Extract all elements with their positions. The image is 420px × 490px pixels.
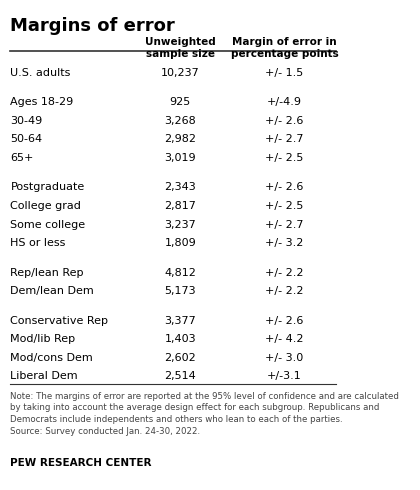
Text: 5,173: 5,173: [165, 286, 196, 296]
Text: 2,343: 2,343: [165, 182, 196, 192]
Text: Liberal Dem: Liberal Dem: [10, 371, 78, 381]
Text: +/-3.1: +/-3.1: [267, 371, 302, 381]
Text: HS or less: HS or less: [10, 238, 66, 248]
Text: Some college: Some college: [10, 220, 86, 229]
Text: Mod/cons Dem: Mod/cons Dem: [10, 353, 93, 363]
Text: Dem/lean Dem: Dem/lean Dem: [10, 286, 94, 296]
Text: +/- 1.5: +/- 1.5: [265, 68, 304, 77]
Text: Unweighted
sample size: Unweighted sample size: [145, 37, 216, 59]
Text: +/- 2.6: +/- 2.6: [265, 116, 304, 125]
Text: 4,812: 4,812: [164, 268, 196, 277]
Text: PEW RESEARCH CENTER: PEW RESEARCH CENTER: [10, 458, 152, 467]
Text: Postgraduate: Postgraduate: [10, 182, 85, 192]
Text: 925: 925: [170, 97, 191, 107]
Text: 50-64: 50-64: [10, 134, 42, 144]
Text: 1,403: 1,403: [165, 334, 196, 344]
Text: 3,237: 3,237: [165, 220, 196, 229]
Text: +/- 2.6: +/- 2.6: [265, 316, 304, 325]
Text: +/- 2.2: +/- 2.2: [265, 268, 304, 277]
Text: 2,817: 2,817: [164, 201, 196, 211]
Text: 3,268: 3,268: [165, 116, 196, 125]
Text: Mod/lib Rep: Mod/lib Rep: [10, 334, 76, 344]
Text: Margin of error in
percentage points: Margin of error in percentage points: [231, 37, 338, 59]
Text: 2,514: 2,514: [165, 371, 196, 381]
Text: +/- 2.6: +/- 2.6: [265, 182, 304, 192]
Text: +/- 2.7: +/- 2.7: [265, 134, 304, 144]
Text: Rep/lean Rep: Rep/lean Rep: [10, 268, 84, 277]
Text: 65+: 65+: [10, 153, 34, 163]
Text: +/- 3.0: +/- 3.0: [265, 353, 304, 363]
Text: Conservative Rep: Conservative Rep: [10, 316, 108, 325]
Text: 3,377: 3,377: [165, 316, 196, 325]
Text: U.S. adults: U.S. adults: [10, 68, 71, 77]
Text: 10,237: 10,237: [161, 68, 200, 77]
Text: +/- 2.2: +/- 2.2: [265, 286, 304, 296]
Text: 3,019: 3,019: [165, 153, 196, 163]
Text: Margins of error: Margins of error: [10, 17, 175, 35]
Text: +/- 2.5: +/- 2.5: [265, 201, 304, 211]
Text: 2,982: 2,982: [164, 134, 197, 144]
Text: Note: The margins of error are reported at the 95% level of confidence and are c: Note: The margins of error are reported …: [10, 392, 399, 436]
Text: 30-49: 30-49: [10, 116, 43, 125]
Text: +/- 2.7: +/- 2.7: [265, 220, 304, 229]
Text: +/-4.9: +/-4.9: [267, 97, 302, 107]
Text: +/- 4.2: +/- 4.2: [265, 334, 304, 344]
Text: College grad: College grad: [10, 201, 81, 211]
Text: 2,602: 2,602: [165, 353, 196, 363]
Text: Ages 18-29: Ages 18-29: [10, 97, 74, 107]
Text: +/- 3.2: +/- 3.2: [265, 238, 304, 248]
Text: +/- 2.5: +/- 2.5: [265, 153, 304, 163]
Text: 1,809: 1,809: [165, 238, 196, 248]
